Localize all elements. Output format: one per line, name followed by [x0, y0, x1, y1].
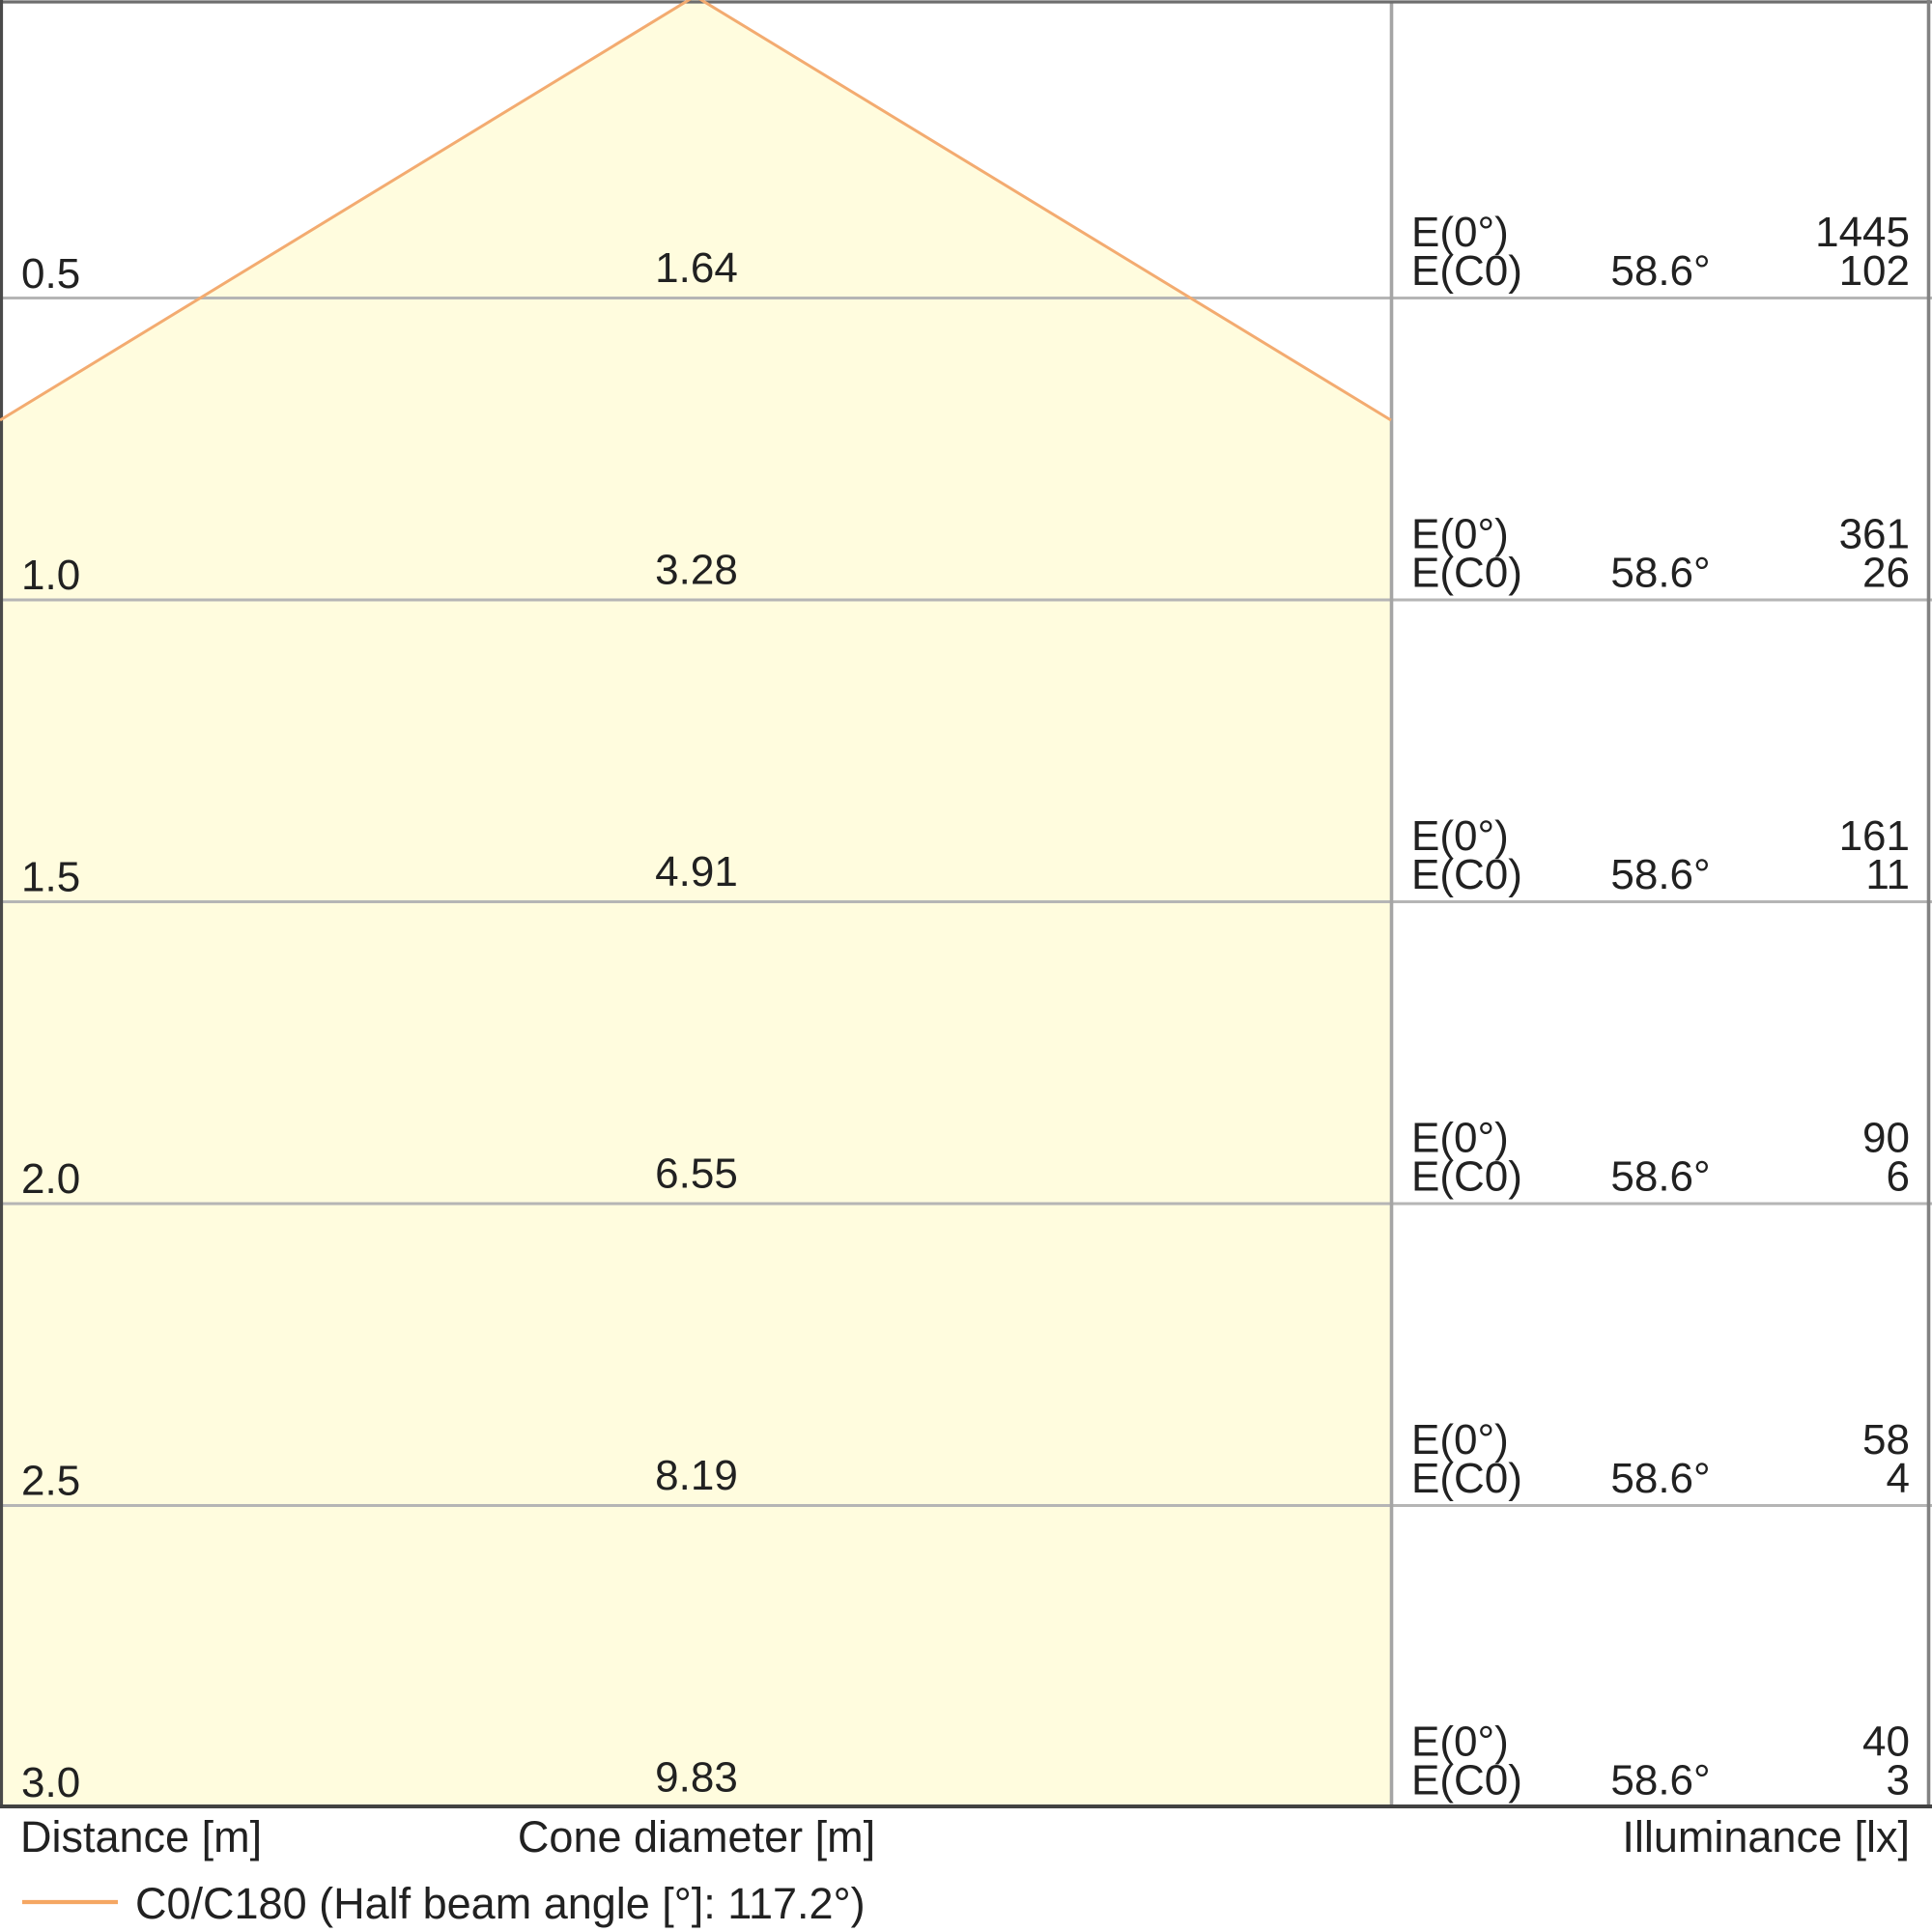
svg-text:E(0°): E(0°)	[1411, 812, 1509, 860]
svg-text:E(C0): E(C0)	[1411, 550, 1522, 597]
svg-text:E(C0): E(C0)	[1411, 247, 1522, 295]
svg-text:4: 4	[1887, 1455, 1910, 1502]
svg-text:E(0°): E(0°)	[1411, 209, 1509, 256]
svg-text:90: 90	[1862, 1115, 1910, 1162]
svg-text:3.0: 3.0	[21, 1759, 80, 1806]
svg-text:0.5: 0.5	[21, 250, 80, 298]
svg-text:E(C0): E(C0)	[1411, 1455, 1522, 1502]
svg-text:E(0°): E(0°)	[1411, 1115, 1509, 1162]
svg-text:2.0: 2.0	[21, 1155, 80, 1203]
svg-text:Distance [m]: Distance [m]	[20, 1812, 262, 1861]
svg-text:E(0°): E(0°)	[1411, 1416, 1509, 1463]
svg-text:58.6°: 58.6°	[1610, 247, 1710, 295]
svg-text:26: 26	[1862, 550, 1910, 597]
svg-text:C0/C180 (Half beam angle [°]:: C0/C180 (Half beam angle [°]: 117.2°)	[135, 1879, 866, 1928]
svg-text:58.6°: 58.6°	[1610, 1153, 1710, 1201]
svg-text:6: 6	[1887, 1153, 1910, 1201]
svg-text:102: 102	[1839, 247, 1910, 295]
svg-text:161: 161	[1839, 812, 1910, 860]
svg-text:58.6°: 58.6°	[1610, 550, 1710, 597]
svg-text:E(C0): E(C0)	[1411, 1757, 1522, 1804]
svg-text:E(C0): E(C0)	[1411, 1153, 1522, 1201]
svg-text:9.83: 9.83	[655, 1754, 738, 1802]
svg-text:6.55: 6.55	[655, 1151, 738, 1198]
svg-text:11: 11	[1865, 851, 1910, 898]
svg-text:58: 58	[1862, 1416, 1910, 1463]
svg-text:3: 3	[1887, 1757, 1910, 1804]
svg-text:58.6°: 58.6°	[1610, 1455, 1710, 1502]
svg-text:3.28: 3.28	[655, 547, 738, 594]
svg-text:E(0°): E(0°)	[1411, 511, 1509, 558]
svg-text:40: 40	[1862, 1719, 1910, 1766]
svg-text:Cone diameter [m]: Cone diameter [m]	[518, 1812, 875, 1861]
svg-text:4.91: 4.91	[655, 848, 738, 895]
svg-text:1.5: 1.5	[21, 854, 80, 901]
svg-text:58.6°: 58.6°	[1610, 851, 1710, 898]
svg-text:1.0: 1.0	[21, 552, 80, 599]
svg-text:2.5: 2.5	[21, 1458, 80, 1505]
svg-text:E(0°): E(0°)	[1411, 1719, 1509, 1766]
svg-text:58.6°: 58.6°	[1610, 1757, 1710, 1804]
svg-text:1.64: 1.64	[655, 244, 738, 292]
svg-text:1445: 1445	[1815, 209, 1910, 256]
svg-text:361: 361	[1839, 511, 1910, 558]
svg-text:Illuminance [lx]: Illuminance [lx]	[1622, 1812, 1910, 1861]
svg-text:8.19: 8.19	[655, 1452, 738, 1499]
svg-text:E(C0): E(C0)	[1411, 851, 1522, 898]
